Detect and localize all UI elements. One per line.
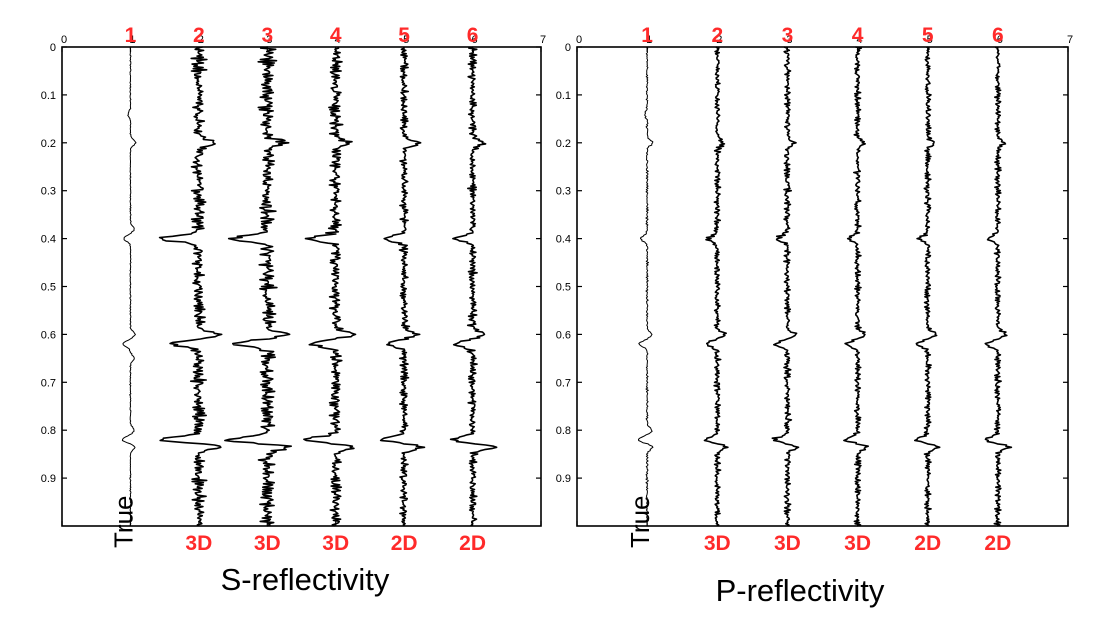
y-tick-label: 0 (50, 42, 56, 54)
x-tick-label: 0 (61, 34, 67, 46)
y-tick-label: 0 (565, 42, 571, 54)
y-tick-label: 0.6 (41, 329, 56, 341)
x-tick-label: 2 (716, 34, 722, 46)
trace-number-label: 1 (641, 24, 653, 47)
panel-title: S-reflectivity (221, 562, 390, 597)
trace-3-3d (771, 46, 800, 527)
panel-p-reflectivity: 0 1 2 3 4 5 6 700.10.20.30.40.50.60.70.80.91 2 3 4… (556, 24, 1073, 608)
true-trace-label: True (625, 496, 655, 549)
trace-6-2d (984, 46, 1013, 527)
trace-number-label: 2 (711, 24, 723, 47)
y-tick-label: 0.2 (41, 138, 56, 150)
trace-dimension-label: 2D (914, 532, 941, 555)
x-tick-label: 1 (129, 34, 135, 46)
trace-number-label: 5 (922, 24, 934, 47)
trace-dimension-label: 2D (459, 532, 486, 555)
y-tick-label: 0.2 (556, 138, 571, 150)
trace-5-2d (913, 46, 941, 527)
y-tick-label: 0.6 (556, 329, 571, 341)
plot-frame (61, 46, 542, 527)
x-tick-label: 6 (472, 34, 478, 46)
y-tick-label: 0.8 (41, 425, 56, 437)
y-tick-label: 0.7 (41, 377, 56, 389)
trace-dimension-label: 3D (254, 532, 281, 555)
x-tick-label: 1 (646, 34, 652, 46)
trace-number-label: 4 (330, 24, 342, 47)
x-tick-label: 3 (266, 34, 272, 46)
x-tick-label: 3 (786, 34, 792, 46)
trace-dimension-label: 3D (844, 532, 871, 555)
trace-dimension-label: 3D (704, 532, 731, 555)
y-tick-label: 0.4 (556, 234, 571, 246)
trace-number-label: 5 (398, 24, 410, 47)
trace-number-label: 6 (992, 24, 1004, 47)
y-tick-label: 0.5 (556, 282, 571, 294)
x-tick-label: 5 (927, 34, 933, 46)
true-trace-label: True (108, 496, 138, 549)
x-tick-label: 4 (857, 34, 863, 46)
trace-dimension-label: 3D (185, 532, 212, 555)
y-tick-label: 0.9 (556, 473, 571, 485)
y-tick-label: 0.7 (556, 377, 571, 389)
plot-frame (576, 46, 1069, 527)
trace-4-3d (303, 46, 357, 527)
trace-6-2d (449, 46, 498, 527)
panel-title: P-reflectivity (716, 573, 885, 608)
trace-4-3d (843, 46, 870, 527)
x-tick-label: 7 (540, 34, 546, 46)
trace-1-true (638, 46, 654, 527)
y-tick-label: 0.3 (41, 186, 56, 198)
y-tick-label: 0.9 (41, 473, 56, 485)
x-tick-label: 6 (997, 34, 1003, 46)
trace-number-label: 1 (125, 24, 137, 47)
trace-2-3d (158, 46, 223, 527)
y-tick-label: 0.4 (41, 234, 56, 246)
x-tick-label: 7 (1067, 34, 1073, 46)
trace-dimension-label: 3D (774, 532, 801, 555)
trace-number-label: 6 (467, 24, 479, 47)
x-tick-label: 0 (576, 34, 582, 46)
trace-dimension-label: 2D (984, 532, 1011, 555)
trace-number-label: 3 (261, 24, 273, 47)
y-tick-label: 0.8 (556, 425, 571, 437)
trace-number-label: 2 (193, 24, 205, 47)
y-tick-label: 0.1 (556, 90, 571, 102)
trace-5-2d (379, 46, 426, 527)
trace-number-label: 4 (852, 24, 864, 47)
panel-s-reflectivity: 0 1 2 3 4 5 6 700.10.20.30.40.50.60.70.80.91 2 3 4… (41, 24, 546, 597)
y-tick-label: 0.3 (556, 186, 571, 198)
trace-number-label: 3 (782, 24, 794, 47)
trace-3-3d (224, 46, 293, 527)
trace-dimension-label: 2D (391, 532, 418, 555)
y-tick-label: 0.1 (41, 90, 56, 102)
x-tick-label: 4 (335, 34, 341, 46)
x-tick-label: 5 (403, 34, 409, 46)
y-tick-label: 0.5 (41, 282, 56, 294)
x-tick-label: 2 (198, 34, 204, 46)
trace-1-true (121, 46, 137, 527)
trace-dimension-label: 3D (322, 532, 349, 555)
trace-2-3d (703, 46, 729, 527)
